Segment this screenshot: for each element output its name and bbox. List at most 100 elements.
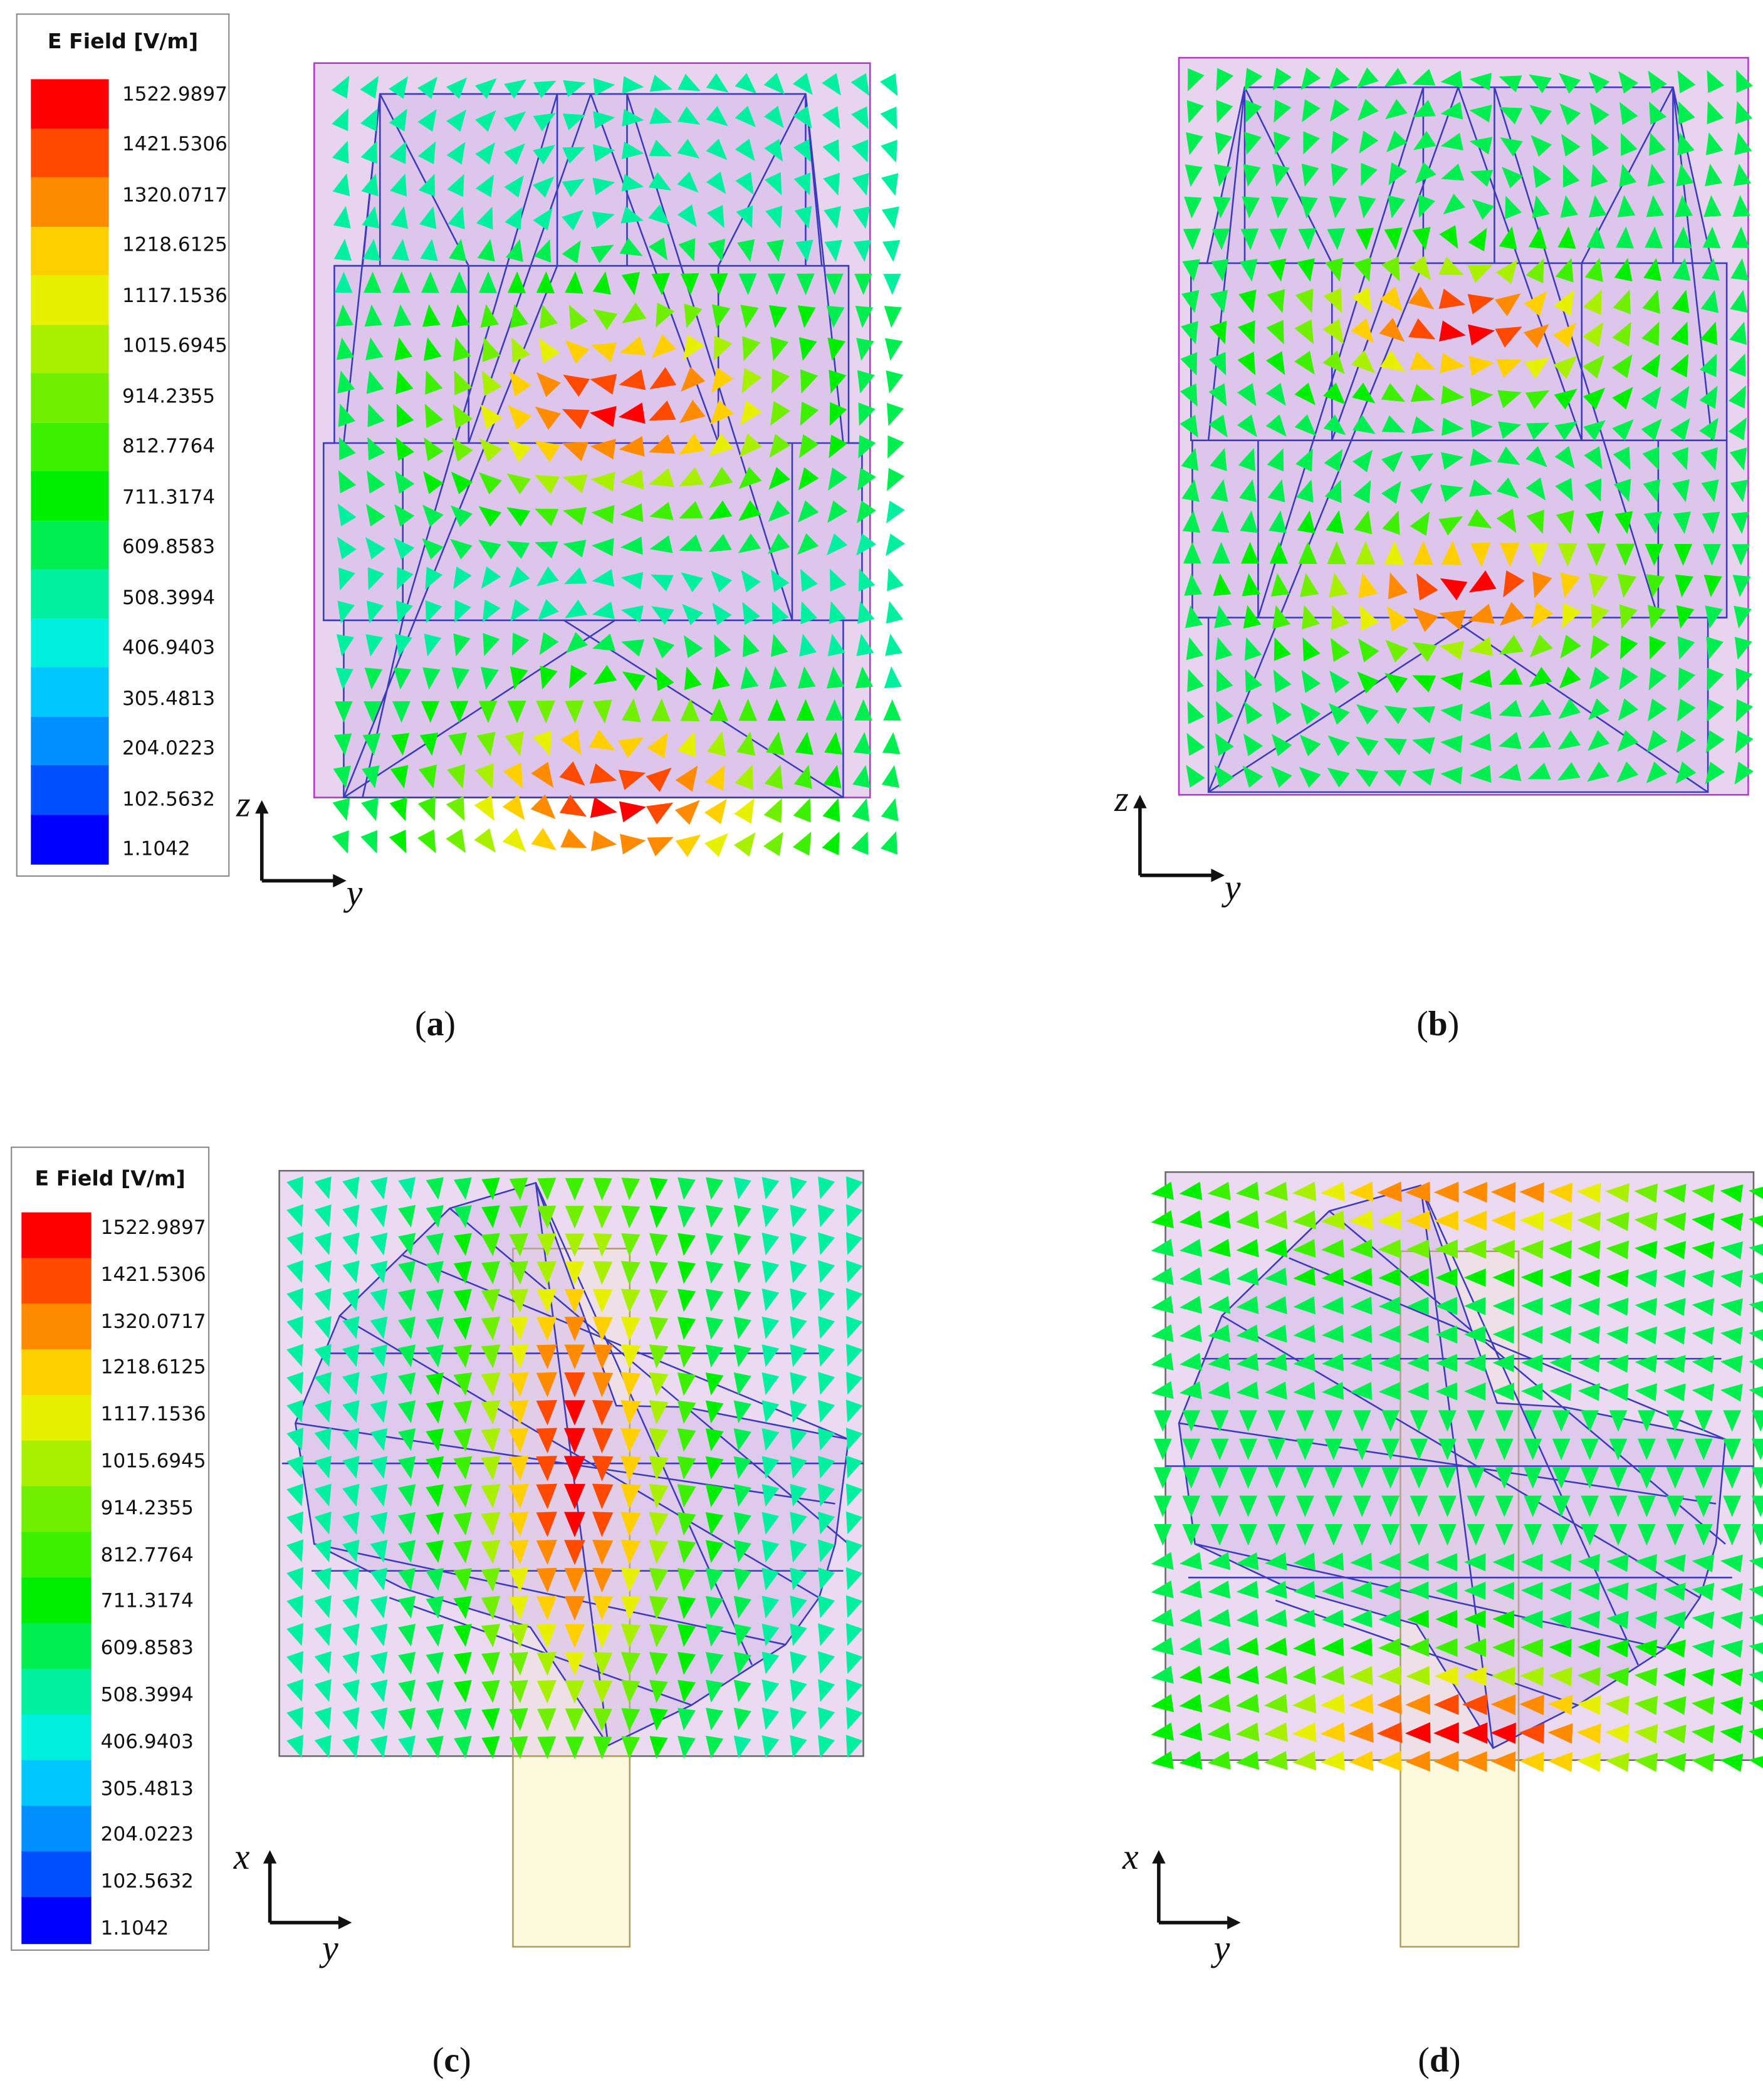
field-arrow [1557,543,1577,567]
field-arrow [1585,511,1604,535]
field-arrow [713,335,733,361]
field-arrow [1663,1355,1686,1373]
field-arrow [738,273,757,296]
field-arrow [1635,1383,1658,1402]
field-arrow [1634,1696,1658,1715]
field-arrow [1440,703,1463,722]
field-arrow [338,404,356,427]
field-arrow [845,1679,863,1702]
field-arrow [474,78,497,99]
field-arrow [1649,635,1666,660]
field-arrow [1267,289,1285,313]
field-arrow [1433,1751,1459,1772]
field-arrow [761,1596,780,1619]
field-arrow [1692,1327,1715,1345]
field-arrow [764,765,783,790]
field-arrow [1352,1467,1371,1489]
field-arrow [1732,575,1751,597]
field-arrow [1732,195,1750,217]
field-arrow [1214,605,1232,629]
field-arrow [1464,1581,1486,1600]
field-arrow [845,1176,863,1199]
field-arrow [508,1540,529,1565]
field-arrow [1239,479,1257,503]
field-arrow [1321,1694,1345,1714]
field-arrow [533,80,557,98]
field-arrow [592,144,615,162]
field-arrow [1433,1722,1459,1744]
field-arrow [1666,1410,1685,1432]
field-arrow [677,1512,696,1536]
field-arrow [1386,130,1408,152]
field-arrow [1606,1269,1629,1288]
field-arrow [1467,1467,1485,1489]
field-arrow [451,304,470,328]
field-arrow [333,765,351,788]
field-arrow [1700,353,1717,377]
field-arrow [314,1567,332,1591]
field-arrow [1351,318,1374,343]
field-arrow [798,666,816,689]
field-arrow [1302,637,1321,662]
legend-tick-label: 406.9403 [100,1732,194,1753]
field-arrow [1520,1610,1543,1629]
field-arrow [684,666,702,691]
field-arrow [1720,1298,1743,1317]
field-arrow [1499,75,1522,93]
field-arrow [1381,1410,1400,1432]
field-arrow [740,305,759,328]
field-arrow [790,1512,807,1535]
field-arrow [1519,1695,1544,1716]
field-arrow [536,1596,557,1621]
field-arrow [370,1567,388,1591]
legend-tick-label: 204.0223 [122,738,216,760]
field-arrow [367,600,384,624]
field-arrow [675,834,701,857]
field-arrow [314,1399,332,1423]
field-arrow [622,108,644,127]
field-arrow [1329,196,1347,219]
field-arrow [1381,1438,1400,1461]
field-arrow [799,634,817,657]
field-arrow [398,1177,416,1200]
field-arrow [1441,540,1462,565]
legend-swatch [31,79,109,129]
field-arrow [1692,1355,1715,1374]
field-arrow [1469,73,1492,91]
field-arrow [883,699,901,721]
field-arrow [1730,258,1749,281]
field-arrow [1210,479,1228,502]
field-arrow [1435,1268,1458,1287]
field-arrow [1350,1296,1373,1315]
field-arrow [818,1595,835,1619]
field-arrow [505,207,523,231]
field-arrow [733,1288,751,1312]
field-arrow [560,828,587,849]
field-arrow [1643,511,1662,535]
field-arrow [845,1399,863,1423]
field-arrow [533,113,556,132]
field-arrow [649,1652,668,1676]
field-arrow [677,1177,696,1200]
field-arrow [1351,350,1375,374]
field-arrow [536,1428,558,1454]
field-arrow [335,701,353,723]
field-arrow [395,600,413,624]
field-arrow [1613,446,1631,470]
field-arrow [1270,573,1290,597]
field-arrow [1613,478,1631,502]
field-arrow [1557,226,1576,249]
field-arrow [677,1568,696,1592]
field-arrow [857,601,875,624]
field-arrow [733,1707,751,1730]
field-arrow [649,1483,669,1508]
field-arrow [592,1316,613,1342]
field-arrow [1269,228,1288,251]
field-arrow [1702,511,1720,535]
field-arrow [481,1344,501,1369]
field-arrow [824,206,841,229]
field-arrow [476,731,496,756]
field-arrow [1699,417,1719,441]
field-arrow [539,304,558,329]
